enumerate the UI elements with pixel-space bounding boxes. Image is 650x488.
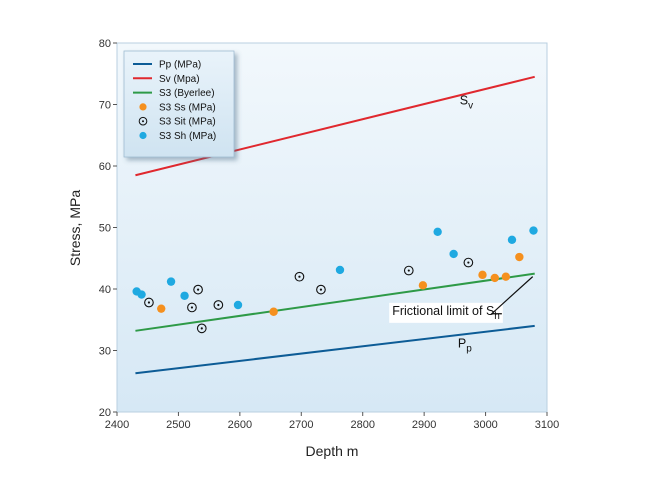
y-tick-label: 70 <box>99 100 111 112</box>
x-axis: 2400 2500 2600 2700 2800 2900 3000 3100 <box>105 412 559 431</box>
legend-label-s3_ss: S3 Ss (MPa) <box>159 102 216 113</box>
x-tick-label: 2900 <box>412 419 436 431</box>
pp-label: Pp <box>458 336 472 354</box>
frictional-label-sub: h <box>494 311 500 322</box>
point-s3_sh <box>433 227 442 237</box>
line-s3_byerlee <box>135 272 535 332</box>
point-s3_sit <box>316 284 326 295</box>
line-pp <box>135 324 535 375</box>
point-s3_sh <box>449 249 458 259</box>
frictional-limit-leader-line <box>490 276 534 315</box>
frictional-limit-label: Frictional limit of Sh <box>392 304 500 322</box>
point-s3_ss <box>418 281 428 290</box>
point-s3_sh <box>180 291 189 300</box>
point-s3_sit <box>403 265 414 276</box>
point-s3_sit <box>193 284 203 295</box>
y-tick-label: 50 <box>99 223 111 235</box>
point-s3_sit <box>196 323 207 334</box>
x-tick-label: 2400 <box>105 419 129 431</box>
point-s3_ss <box>157 304 166 313</box>
x-tick-label: 3000 <box>473 419 497 431</box>
frictional-label-background <box>389 302 503 323</box>
x-tick-label: 2800 <box>350 419 374 431</box>
legend-item-pp: Pp (MPa) <box>133 60 201 71</box>
y-tick-label: 60 <box>99 161 111 173</box>
point-s3_ss <box>490 273 499 283</box>
x-axis-title: Depth m <box>306 443 359 459</box>
x-tick-label: 2700 <box>289 419 313 431</box>
y-axis-title: Stress, MPa <box>67 190 83 266</box>
point-s3_sh <box>233 300 243 310</box>
legend-item-s3_sit: S3 Sit (MPa) <box>138 116 216 128</box>
point-s3_ss <box>501 272 511 281</box>
point-s3_ss <box>478 270 487 280</box>
point-s3_sit <box>294 271 305 282</box>
legend-item-s3_sh: S3 Sh (MPa) <box>139 131 216 142</box>
legend-item-s3_ss: S3 Ss (MPa) <box>139 102 216 113</box>
y-tick-label: 30 <box>99 346 111 358</box>
x-tick-label: 2500 <box>166 419 190 431</box>
legend-label-sv: Sv (Mpa) <box>159 74 200 85</box>
y-axis: 20 30 40 50 60 70 80 <box>99 38 117 419</box>
point-s3_sit <box>187 302 197 313</box>
legend-label-s3_byerlee: S3 (Byerlee) <box>159 88 215 99</box>
x-tick-label: 2600 <box>228 419 252 431</box>
legend-item-s3_byerlee: S3 (Byerlee) <box>133 88 215 99</box>
point-s3_sh <box>166 277 176 286</box>
legend-label-pp: Pp (MPa) <box>159 60 201 71</box>
legend-label-s3_sh: S3 Sh (MPa) <box>159 131 216 142</box>
frictional-label-main: Frictional limit of S <box>392 304 494 318</box>
sv-label-main: S <box>460 94 468 108</box>
point-s3_sit <box>144 297 154 308</box>
point-s3_sh <box>137 290 146 299</box>
legend-item-sv: Sv (Mpa) <box>133 74 200 85</box>
point-s3_ss <box>515 252 524 262</box>
y-tick-label: 40 <box>99 284 111 296</box>
sv-label-sub: v <box>468 101 473 112</box>
point-s3_sh <box>335 265 345 275</box>
legend-swatch-s3_sit <box>138 116 148 126</box>
y-tick-label: 80 <box>99 38 111 50</box>
legend-swatch-s3_sh <box>139 131 147 140</box>
y-tick-label: 20 <box>99 407 111 419</box>
sv-label: Sv <box>460 94 473 112</box>
series-points <box>132 226 538 334</box>
x-tick-label: 3100 <box>535 419 559 431</box>
series-lines <box>135 75 535 375</box>
pp-label-main: P <box>458 336 466 350</box>
legend-label-s3_sit: S3 Sit (MPa) <box>159 117 216 128</box>
annotations: Sv Frictional limit of Sh Pp <box>389 94 534 354</box>
point-s3_ss <box>269 307 278 316</box>
pp-label-sub: p <box>466 343 472 354</box>
point-s3_sit <box>213 300 224 310</box>
point-s3_sit <box>463 257 474 268</box>
point-s3_sh <box>507 235 517 244</box>
point-s3_sh <box>529 226 538 235</box>
legend-swatch-s3_ss <box>139 103 147 111</box>
legend: Pp (MPa) Sv (Mpa) S3 (Byerlee) S3 Ss (MPa) S… <box>123 50 235 158</box>
line-sv <box>135 75 535 177</box>
